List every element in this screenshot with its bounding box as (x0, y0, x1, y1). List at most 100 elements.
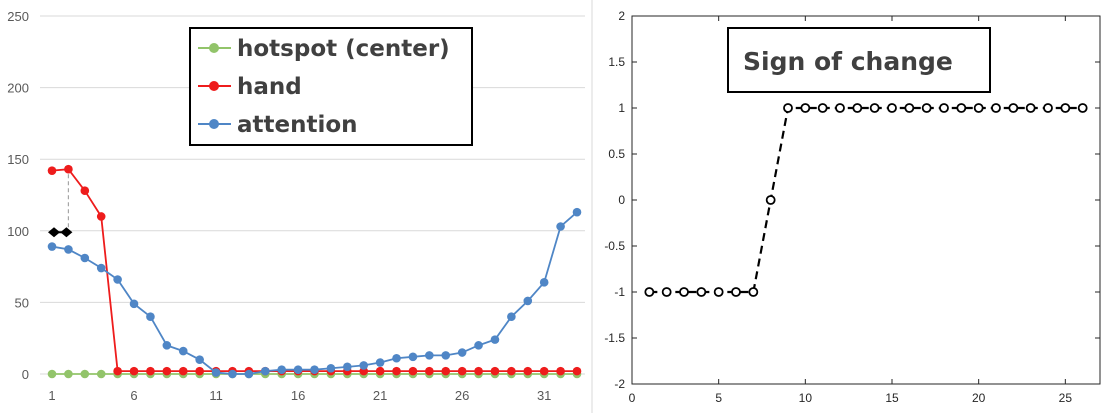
data-point (887, 103, 897, 113)
x-tick-label: 0 (629, 391, 636, 405)
series-sign (644, 103, 1088, 297)
data-point (162, 366, 172, 376)
right-chart: -2 -1.5 -1 -0.5 0 0.5 1 1.5 2 0 5 10 15 20 25 Sign of… (604, 9, 1101, 405)
data-point (817, 103, 828, 113)
data-point (507, 312, 516, 322)
y-tick-label: 1.5 (608, 55, 625, 69)
data-point (556, 366, 565, 376)
data-point (146, 366, 155, 376)
x-tick-label: 20 (972, 391, 986, 405)
data-point (973, 103, 984, 113)
left-annotation (48, 174, 73, 238)
series-line (51, 211, 578, 375)
data-point (696, 287, 707, 297)
data-point (956, 103, 967, 113)
data-point (1008, 103, 1019, 113)
y-tick-label: -1 (614, 285, 625, 299)
data-point (310, 365, 319, 375)
data-point (731, 287, 741, 297)
data-point (572, 207, 582, 217)
y-tick-label: 200 (7, 81, 29, 96)
legend-swatch-marker (209, 43, 219, 53)
legend-label: hotspot (center) (237, 36, 450, 62)
data-point (392, 366, 401, 376)
legend-item-hand: hand (198, 74, 302, 100)
y-tick-label: 1 (618, 101, 625, 115)
x-tick-label: 10 (799, 391, 813, 405)
series-attention (47, 207, 582, 379)
series-hand (47, 164, 582, 376)
data-point (47, 166, 57, 175)
data-point (47, 369, 57, 379)
data-point (129, 299, 139, 309)
data-point (113, 366, 122, 376)
legend-swatch-marker (209, 81, 219, 91)
y-tick-label: 250 (7, 9, 29, 24)
data-point (852, 103, 863, 113)
data-point (293, 365, 303, 375)
data-point (783, 103, 793, 113)
x-tick-label: 31 (537, 388, 551, 403)
data-point (425, 366, 434, 376)
x-tick-label: 25 (1059, 391, 1073, 405)
data-point (748, 287, 759, 297)
x-tick-label: 1 (48, 388, 55, 403)
data-point (765, 195, 776, 205)
data-point (211, 368, 221, 377)
data-point (1060, 103, 1071, 113)
data-point (260, 366, 270, 376)
data-point (474, 341, 483, 350)
data-point (991, 103, 1001, 113)
data-point (64, 245, 73, 254)
x-tick-label: 16 (291, 388, 305, 403)
data-point (425, 351, 434, 360)
data-point (64, 369, 73, 379)
data-point (80, 369, 90, 379)
data-point (375, 366, 385, 376)
y-tick-label: 150 (7, 152, 29, 167)
right-title-box: Sign of change (727, 27, 991, 93)
left-series (47, 164, 582, 379)
legend-label: attention (237, 112, 358, 138)
data-point (457, 348, 467, 357)
data-point (539, 366, 549, 376)
data-point (490, 335, 500, 344)
data-point (326, 363, 336, 373)
data-point (162, 341, 172, 350)
data-point (195, 366, 204, 376)
data-point (80, 253, 90, 263)
legend: hotspot (center) hand attention (189, 27, 473, 146)
data-point (507, 366, 516, 376)
data-point (343, 362, 352, 372)
data-point (441, 366, 451, 376)
data-point (178, 366, 188, 376)
legend-box (189, 27, 473, 146)
x-tick-label: 26 (455, 388, 469, 403)
right-series (644, 103, 1088, 297)
y-tick-label: 0 (22, 367, 29, 382)
x-tick-label: 5 (715, 391, 722, 405)
y-tick-label: -1.5 (604, 331, 625, 345)
chart-title: Sign of change (743, 47, 953, 76)
data-point (375, 358, 385, 367)
right-x-tick-labels: 0 5 10 15 20 25 (629, 391, 1073, 405)
data-point (800, 103, 811, 113)
x-tick-label: 11 (209, 388, 223, 403)
data-point (1043, 103, 1053, 113)
data-point (96, 212, 106, 221)
data-point (661, 287, 672, 297)
data-point (523, 366, 533, 376)
data-point (195, 355, 204, 364)
data-point (228, 369, 237, 379)
data-point (869, 103, 880, 113)
data-point (679, 287, 689, 297)
data-point (921, 103, 932, 113)
data-point (835, 103, 845, 113)
data-point (113, 275, 122, 284)
left-x-tick-labels: 1 6 11 16 21 26 31 (48, 388, 551, 403)
y-tick-label: 0 (618, 193, 625, 207)
legend-label: hand (237, 74, 302, 100)
y-tick-label: 50 (15, 295, 29, 310)
